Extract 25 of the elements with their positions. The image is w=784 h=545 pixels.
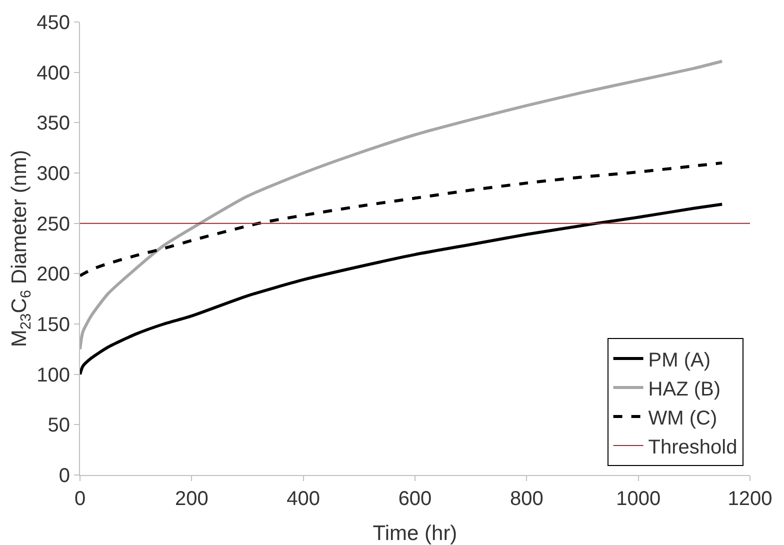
x-tick-label: 200: [174, 488, 208, 510]
x-axis-title: Time (hr): [372, 522, 458, 545]
y-tick-label: 400: [36, 62, 70, 84]
x-tick-label: 800: [510, 488, 544, 510]
line-series: [80, 60, 724, 351]
y-tick-label: 250: [36, 213, 70, 236]
y-tick-label: 200: [36, 264, 70, 286]
y-tick-label: 50: [48, 414, 70, 437]
y-tick-label: 300: [36, 163, 70, 185]
line-series: [80, 202, 724, 376]
legend-label: PM (A): [648, 349, 711, 372]
y-tick-label: 150: [36, 314, 70, 336]
y-tick-label: 450: [36, 12, 70, 34]
legend-label: HAZ (B): [648, 378, 721, 400]
legend-label: WM (C): [648, 407, 718, 430]
y-tick-label: 0: [58, 465, 70, 487]
x-tick-label: 600: [398, 488, 432, 510]
x-tick-label: 400: [286, 488, 320, 510]
legend-label: Threshold: [648, 436, 738, 458]
x-tick-label: 1000: [616, 488, 661, 510]
x-tick-label: 0: [74, 488, 86, 510]
y-tick-label: 100: [36, 364, 70, 386]
line-series: [80, 161, 724, 278]
x-tick-label: 1200: [728, 488, 772, 510]
y-tick-label: 350: [36, 112, 70, 135]
